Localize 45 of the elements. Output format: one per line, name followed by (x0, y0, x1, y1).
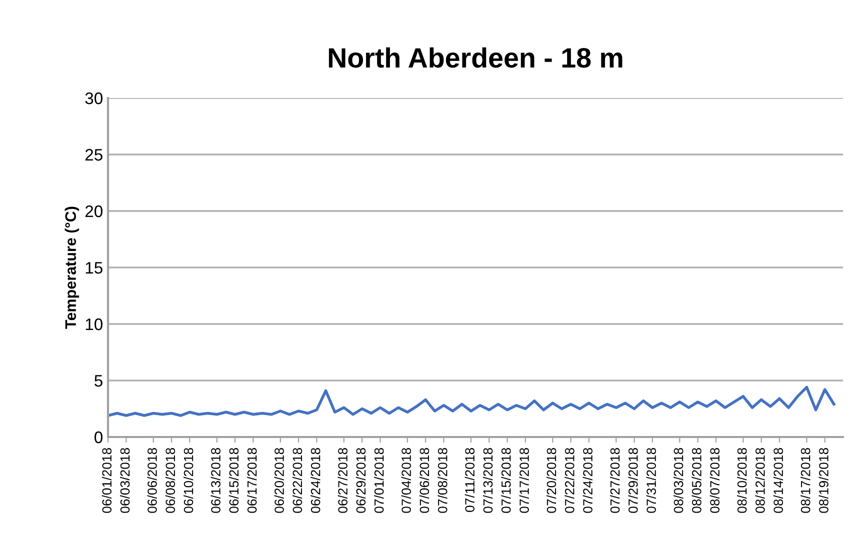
y-tick-label: 10 (86, 318, 102, 330)
x-tick-label: 08/05/2018 (692, 448, 702, 513)
x-tick-label: 08/03/2018 (674, 448, 684, 513)
x-tick-label: 07/22/2018 (564, 448, 574, 513)
x-tick-label: 07/15/2018 (501, 448, 511, 513)
y-tick-label: 30 (85, 92, 102, 104)
x-tick-label: 06/29/2018 (356, 448, 366, 513)
x-tick-label: 06/27/2018 (338, 448, 348, 513)
y-tick-label: 5 (94, 375, 102, 387)
y-axis-title: Temperature (°C) (64, 206, 80, 329)
x-tick-label: 06/20/2018 (274, 448, 284, 513)
x-tick-label: 06/17/2018 (247, 448, 257, 513)
chart-title: North Aberdeen - 18 m (328, 47, 622, 68)
line-series (108, 386, 836, 417)
x-tick-label: 06/08/2018 (165, 448, 176, 513)
x-tick-label: 07/20/2018 (546, 448, 556, 513)
x-tick-label: 06/01/2018 (102, 448, 112, 513)
x-tick-label: 08/17/2018 (800, 448, 810, 513)
x-tick-label: 08/10/2018 (737, 448, 747, 513)
x-tick-label: 06/06/2018 (147, 448, 157, 513)
x-tick-label: 06/24/2018 (310, 448, 320, 513)
x-tick-label: 07/27/2018 (610, 448, 620, 513)
x-tick-label: 06/13/2018 (210, 448, 220, 513)
x-tick-label: 08/19/2018 (818, 448, 828, 513)
x-tick-label: 06/10/2018 (184, 448, 194, 513)
x-tick-label: 07/13/2018 (482, 448, 493, 513)
y-tick-label: 20 (85, 205, 102, 218)
x-tick-label: 07/24/2018 (582, 448, 592, 513)
y-tick-label: 0 (94, 431, 102, 444)
x-tick-label: 07/31/2018 (646, 448, 656, 513)
x-tick-label: 07/29/2018 (628, 448, 638, 513)
x-tick-label: 07/04/2018 (401, 448, 411, 513)
x-tick-label: 07/17/2018 (519, 448, 529, 513)
x-tick-label: 06/03/2018 (120, 448, 130, 513)
y-tick-label: 25 (85, 148, 102, 161)
x-tick-label: 06/15/2018 (228, 448, 239, 513)
x-tick-label: 08/14/2018 (773, 448, 784, 513)
x-tick-label: 07/06/2018 (419, 448, 430, 513)
x-tick-label: 07/08/2018 (438, 448, 448, 513)
y-tick-label: 15 (86, 262, 102, 274)
x-tick-label: 07/11/2018 (464, 448, 475, 512)
x-tick-label: 06/22/2018 (292, 448, 302, 513)
x-tick-label: 08/12/2018 (755, 448, 765, 513)
x-tick-label: 07/01/2018 (374, 448, 384, 513)
x-tick-label: 08/07/2018 (710, 448, 720, 513)
